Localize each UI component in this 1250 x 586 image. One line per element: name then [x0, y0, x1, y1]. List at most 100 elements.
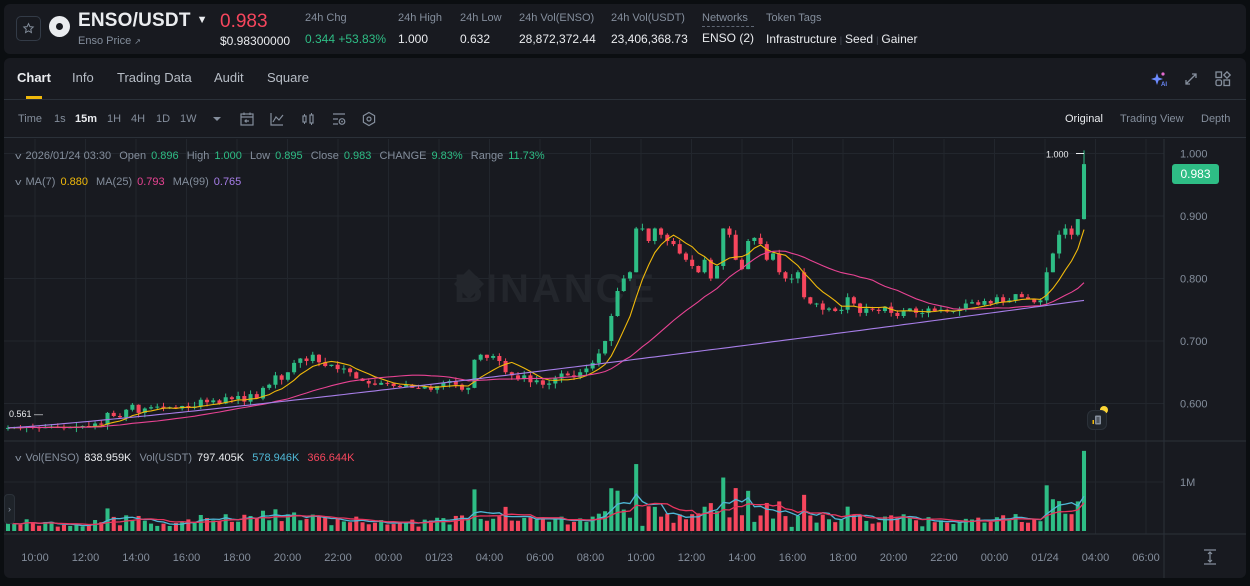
tab-bar: Chart Info Trading Data Audit Square AI	[4, 58, 1246, 100]
time-axis-label: 00:00	[374, 552, 403, 564]
interval-1h[interactable]: 1H	[107, 113, 122, 125]
close-label: Close	[310, 150, 339, 162]
interval-1s[interactable]: 1s	[54, 113, 66, 125]
high-value: 1.000	[214, 150, 242, 162]
low-marker: 0.561 —	[9, 409, 44, 419]
ma7-label: MA(7)	[25, 176, 56, 188]
stat-token-tags: Token Tags Infrastructure | Seed | Gainer	[766, 12, 917, 46]
svg-text:0.900: 0.900	[1180, 211, 1208, 223]
calendar-icon	[240, 112, 254, 126]
chart-toolbar: Time 1s 15m 1H 4H 1D 1W Original Trading…	[4, 100, 1246, 138]
vol-ma-long-value: 366.644K	[307, 452, 355, 464]
interval-time[interactable]: Time	[18, 113, 43, 125]
stat-label: 24h High	[398, 12, 443, 24]
vol-usdt-label: Vol(USDT)	[139, 452, 193, 464]
tag-gainer[interactable]: Gainer	[881, 32, 918, 46]
svg-text:1.000: 1.000	[1046, 150, 1069, 160]
tag-seed[interactable]: Seed	[845, 32, 874, 46]
candle-type-icon	[302, 113, 314, 125]
time-axis-label: 18:00	[829, 552, 857, 564]
chart-type-button[interactable]	[300, 111, 316, 127]
ma99-label: MA(99)	[172, 176, 209, 188]
token-price-link-label: Enso Price	[78, 35, 132, 47]
ohlc-legend: v 2026/01/24 03:30 Open 0.896 High 1.000 Lo…	[15, 150, 550, 162]
time-axis-label: 22:00	[324, 552, 352, 564]
svg-text:0.600: 0.600	[1180, 399, 1208, 411]
auto-scale-button[interactable]	[1202, 548, 1218, 566]
range-value: 11.73%	[508, 150, 545, 162]
ma25-label: MA(25)	[96, 176, 133, 188]
price-chart-svg: 1.000 0.900 0.800 0.700 0.600 BINANCE 1.000	[4, 139, 1246, 578]
time-axis-label: 01/24	[1031, 552, 1059, 564]
change-label: CHANGE	[379, 150, 427, 162]
current-price-tag: 0.983	[1172, 164, 1219, 184]
news-button[interactable]	[1087, 410, 1107, 430]
svg-text:BINANCE: BINANCE	[454, 267, 657, 311]
stat-value: 28,872,372.44	[519, 32, 596, 46]
view-trading-view[interactable]: Trading View	[1120, 113, 1184, 125]
stat-value: 1.000	[398, 32, 429, 46]
tab-info[interactable]: Info	[72, 70, 94, 85]
external-link-arrow-icon: ↗	[134, 37, 141, 46]
volume-legend: v Vol(ENSO) 838.959K Vol(USDT) 797.405K 578…	[15, 452, 359, 464]
ai-sparkle-button[interactable]: AI	[1150, 70, 1168, 88]
time-axis-label: 12:00	[71, 552, 100, 564]
view-original[interactable]: Original	[1065, 113, 1103, 125]
stat-label: 24h Low	[460, 12, 502, 24]
token-price-link[interactable]: Enso Price ↗	[78, 35, 141, 47]
volume-axis-label: 1M	[1180, 477, 1196, 489]
last-price-usd: $0.98300000	[220, 34, 291, 48]
layout-button[interactable]	[1214, 70, 1232, 88]
stat-24h-high: 24h High 1.000	[398, 12, 442, 46]
date-range-button[interactable]	[239, 111, 255, 127]
stat-label: 24h Chg	[305, 12, 347, 24]
indicator-icon	[270, 113, 284, 126]
chevron-down-icon[interactable]: v	[15, 453, 22, 463]
tab-trading-data[interactable]: Trading Data	[117, 70, 192, 85]
stat-24h-low: 24h Low 0.632	[460, 12, 502, 46]
chevron-down-icon[interactable]: v	[15, 177, 22, 187]
favorite-star-button[interactable]	[16, 16, 41, 41]
settings-list-icon	[333, 113, 346, 125]
stat-networks[interactable]: Networks ENSO (2)	[702, 12, 755, 45]
fullscreen-button[interactable]	[1182, 70, 1200, 88]
low-value: 0.895	[275, 150, 303, 162]
stat-24h-vol-enso: 24h Vol(ENSO) 28,872,372.44	[519, 12, 596, 46]
change-value: 9.83%	[431, 150, 463, 162]
interval-4h[interactable]: 4H	[131, 113, 146, 125]
vol-enso-value: 838.959K	[84, 452, 132, 464]
time-axis-label: 18:00	[223, 552, 251, 564]
pair-selector[interactable]: ENSO/USDT ▼	[78, 10, 208, 32]
view-depth[interactable]: Depth	[1201, 113, 1231, 125]
layout-grid-icon	[1215, 71, 1231, 87]
expand-sidebar-button[interactable]: ›	[4, 494, 15, 524]
chart-panel: Chart Info Trading Data Audit Square AI …	[4, 58, 1246, 578]
tab-chart[interactable]: Chart	[17, 70, 51, 85]
preferences-button[interactable]	[361, 111, 377, 127]
interval-1w[interactable]: 1W	[180, 113, 197, 125]
more-intervals-button[interactable]	[209, 111, 225, 127]
tab-square[interactable]: Square	[267, 70, 309, 85]
interval-15m[interactable]: 15m	[75, 113, 98, 125]
time-axis-label: 14:00	[728, 552, 756, 564]
vol-usdt-value: 797.405K	[197, 452, 245, 464]
interval-1d[interactable]: 1D	[156, 113, 171, 125]
stat-label: 24h Vol(ENSO)	[519, 12, 595, 24]
stat-24h-change: 24h Chg 0.344 +53.83%	[305, 12, 386, 46]
tag-infrastructure[interactable]: Infrastructure	[766, 32, 837, 46]
time-axis-label: 14:00	[122, 552, 150, 564]
hexagon-settings-icon	[362, 111, 376, 127]
ma7-value: 0.880	[60, 176, 88, 188]
time-axis-label: 00:00	[980, 552, 1009, 564]
chart-settings-button[interactable]	[331, 111, 347, 127]
ai-sparkle-icon: AI	[1151, 72, 1167, 88]
chevron-down-icon[interactable]: v	[15, 151, 22, 161]
indicators-button[interactable]	[269, 111, 285, 127]
stat-label: 24h Vol(USDT)	[611, 12, 685, 24]
time-axis-label: 04:00	[475, 552, 504, 564]
ohlc-date: 2026/01/24 03:30	[25, 150, 112, 162]
tab-audit[interactable]: Audit	[214, 70, 244, 85]
chevron-right-icon: ›	[8, 504, 11, 514]
stat-value: 0.344 +53.83%	[305, 32, 387, 46]
